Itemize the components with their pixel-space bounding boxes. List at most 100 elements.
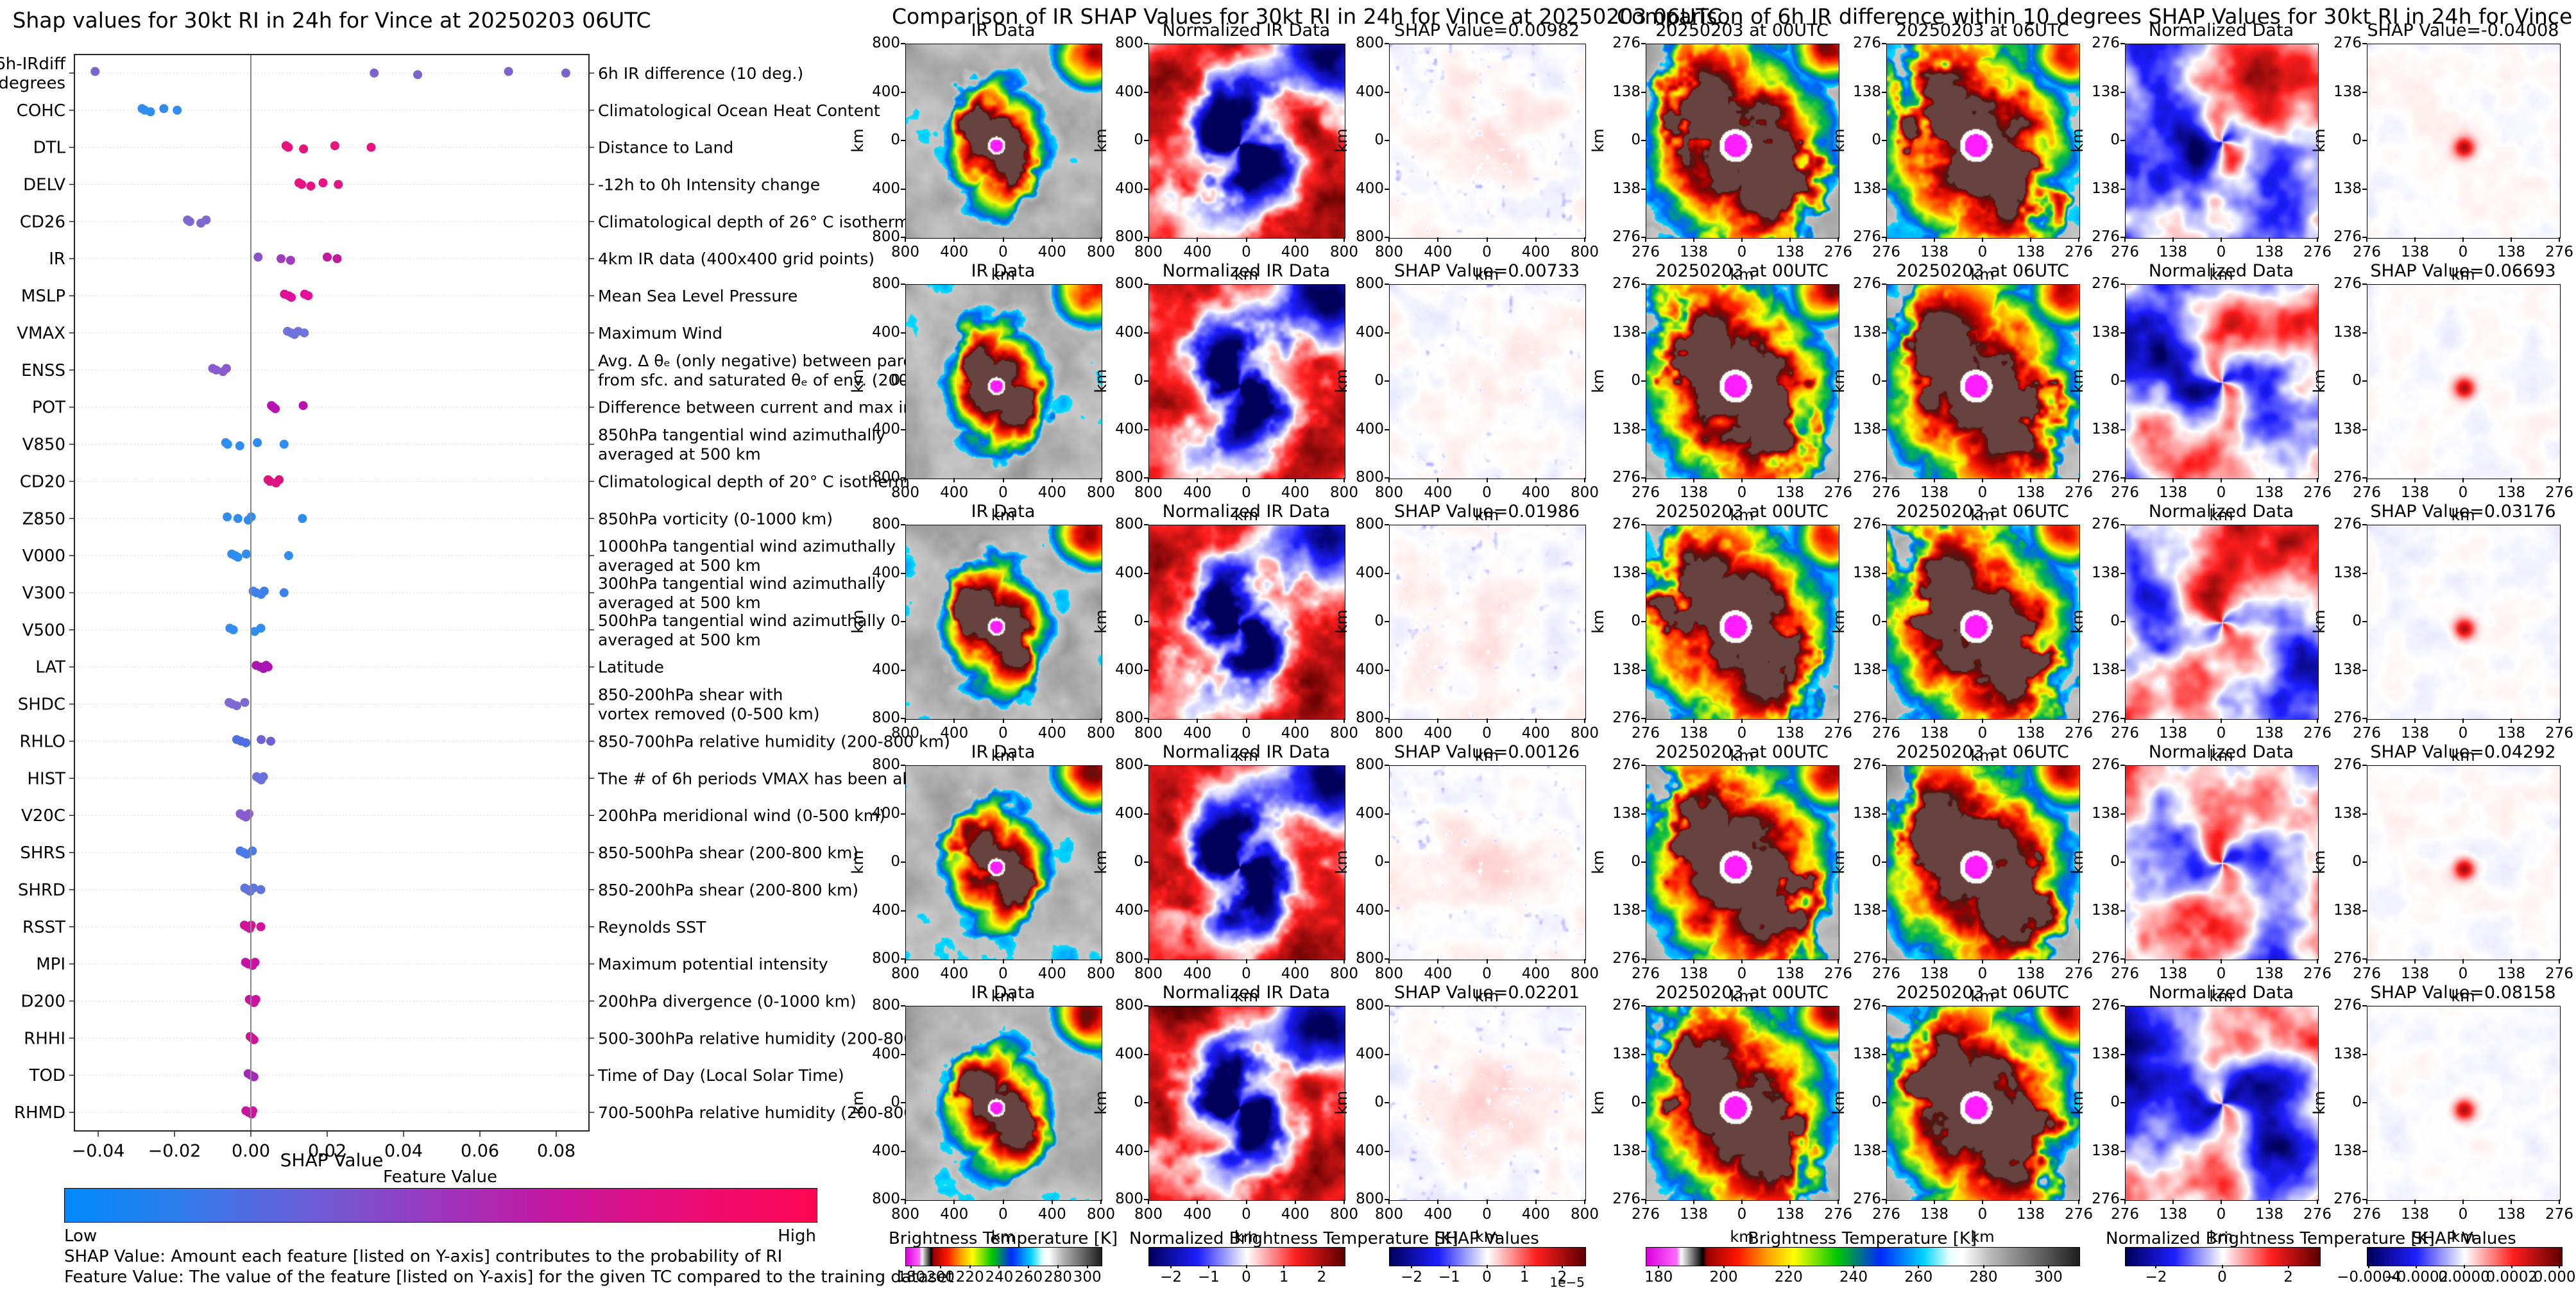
x-tick-mark — [1934, 237, 1935, 242]
x-axis-unit: km — [2209, 987, 2233, 1005]
y-tick-mark — [1144, 910, 1148, 912]
x-tick-label: 400 — [1183, 965, 1212, 982]
y-tick-mark — [2362, 1199, 2367, 1200]
y-tick-mark — [1882, 524, 1886, 525]
y-tick-label: 138 — [1853, 420, 1881, 437]
x-tick-label: 0.06 — [461, 1141, 499, 1161]
x-tick-mark — [1982, 1200, 1983, 1204]
x-tick-label: 276 — [2065, 725, 2093, 742]
y-axis-unit: km — [849, 128, 867, 153]
colorbar-tick-label: 1 — [1279, 1269, 1289, 1286]
colorbar-tick-label: −0.0002 — [2384, 1269, 2449, 1286]
y-tick-mark — [2120, 1053, 2125, 1055]
x-tick-label: 800 — [891, 725, 919, 742]
feature-code-label: RHLO — [19, 732, 65, 751]
y-tick-label: 400 — [872, 83, 900, 100]
shap-dot — [233, 552, 243, 562]
x-tick-mark — [1100, 478, 1102, 482]
x-tick-mark — [1486, 718, 1488, 723]
feature-code-label: POT — [32, 398, 65, 418]
x-tick-mark — [1934, 1200, 1935, 1204]
feature-code-label: SHRS — [20, 844, 65, 863]
feature-code-label: DTL — [33, 139, 66, 158]
colorbar-tick-mark — [1320, 1265, 1322, 1268]
y-tick-label: 138 — [2092, 564, 2120, 581]
y-tick-mark — [901, 958, 905, 960]
x-tick-mark — [1982, 718, 1983, 723]
y-tick-mark — [901, 572, 905, 574]
x-tick-mark — [2511, 1200, 2512, 1204]
colorbar-ir — [1646, 1247, 2080, 1266]
y-tick-label: 276 — [1853, 469, 1881, 486]
x-tick-mark — [1437, 718, 1439, 723]
shap-dot — [366, 142, 376, 152]
y-tick-label: 276 — [1853, 516, 1881, 532]
shap-dot — [334, 180, 343, 189]
x-tick-label: 276 — [2545, 725, 2573, 742]
y-tick-label: 138 — [1853, 804, 1881, 822]
feature-code-label: RSST — [22, 918, 65, 937]
y-tick-mark — [1144, 1102, 1148, 1103]
y-tick-mark — [1144, 237, 1148, 238]
y-tick-mark — [2362, 284, 2367, 285]
y-axis-unit: km — [2068, 128, 2086, 153]
colorbar-tick-mark — [1283, 1265, 1285, 1268]
x-tick-label: 0 — [2216, 725, 2226, 742]
x-axis-unit: km — [1730, 987, 1754, 1005]
x-tick-mark — [2078, 718, 2079, 723]
x-tick-label: 138 — [1680, 965, 1708, 982]
x-tick-label: 276 — [1872, 725, 1900, 742]
colorbar-tick-mark — [1448, 1265, 1450, 1268]
y-tick-mark — [2362, 429, 2367, 430]
x-tick-label: 800 — [1571, 484, 1599, 501]
x-tick-label: 400 — [1424, 965, 1453, 982]
y-tick-label: 400 — [1115, 83, 1143, 100]
x-tick-mark — [1486, 959, 1488, 963]
y-tick-label: 276 — [2333, 1191, 2362, 1207]
x-axis-unit: km — [1474, 747, 1499, 765]
x-tick-mark — [2462, 959, 2464, 963]
x-tick-mark — [1741, 959, 1743, 963]
y-tick-label: 0 — [1872, 1094, 1881, 1110]
y-tick-label: 276 — [2333, 997, 2362, 1014]
x-tick-label: 800 — [891, 244, 919, 260]
colorbar-tick-label: −1 — [1438, 1269, 1460, 1286]
x-tick-label: 800 — [1134, 484, 1163, 501]
y-tick-label: 0 — [1374, 613, 1384, 629]
feature-description: from sfc. and saturated θₑ of env. (200-… — [598, 371, 962, 389]
x-tick-label: 400 — [1521, 484, 1550, 501]
feature-description: 500hPa tangential wind azimuthally — [598, 611, 885, 630]
x-tick-mark — [1693, 237, 1694, 242]
x-tick-mark — [1245, 1200, 1247, 1204]
shap-dot — [287, 293, 296, 302]
satellite-map-norm800 — [1148, 765, 1345, 960]
x-tick-mark — [2172, 1200, 2174, 1204]
x-tick-label: 276 — [1632, 965, 1660, 982]
y-tick-mark — [1882, 669, 1886, 671]
colorbar-tick-mark — [1787, 1265, 1789, 1268]
x-tick-label: 276 — [2111, 244, 2139, 260]
x-tick-mark — [1051, 478, 1053, 482]
y-tick-mark — [2120, 1150, 2125, 1152]
x-tick-mark — [953, 959, 955, 963]
x-tick-label: 138 — [2497, 244, 2525, 260]
y-tick-mark — [1882, 43, 1886, 44]
y-axis-unit: km — [1830, 369, 1848, 393]
y-tick-label: 276 — [1612, 1191, 1641, 1207]
x-tick-mark — [1645, 959, 1646, 963]
x-tick-mark — [1051, 959, 1053, 963]
y-tick-mark — [2120, 910, 2125, 912]
shap-dot — [303, 291, 313, 301]
feature-code-label: V850 — [22, 436, 65, 455]
footnote-feature-value: Feature Value: The value of the feature … — [64, 1268, 954, 1287]
colorbar-tick-label: −2 — [1401, 1269, 1423, 1286]
y-tick-label: 800 — [1356, 756, 1384, 773]
x-tick-label: 276 — [1632, 244, 1660, 260]
y-tick-label: 276 — [1853, 950, 1881, 967]
y-tick-mark — [1385, 1102, 1389, 1103]
y-tick-mark — [1641, 958, 1646, 960]
x-tick-mark — [1051, 237, 1053, 242]
x-tick-label: 800 — [1087, 484, 1115, 501]
x-tick-mark — [2221, 718, 2222, 723]
feature-code-label: COHC — [17, 101, 65, 121]
